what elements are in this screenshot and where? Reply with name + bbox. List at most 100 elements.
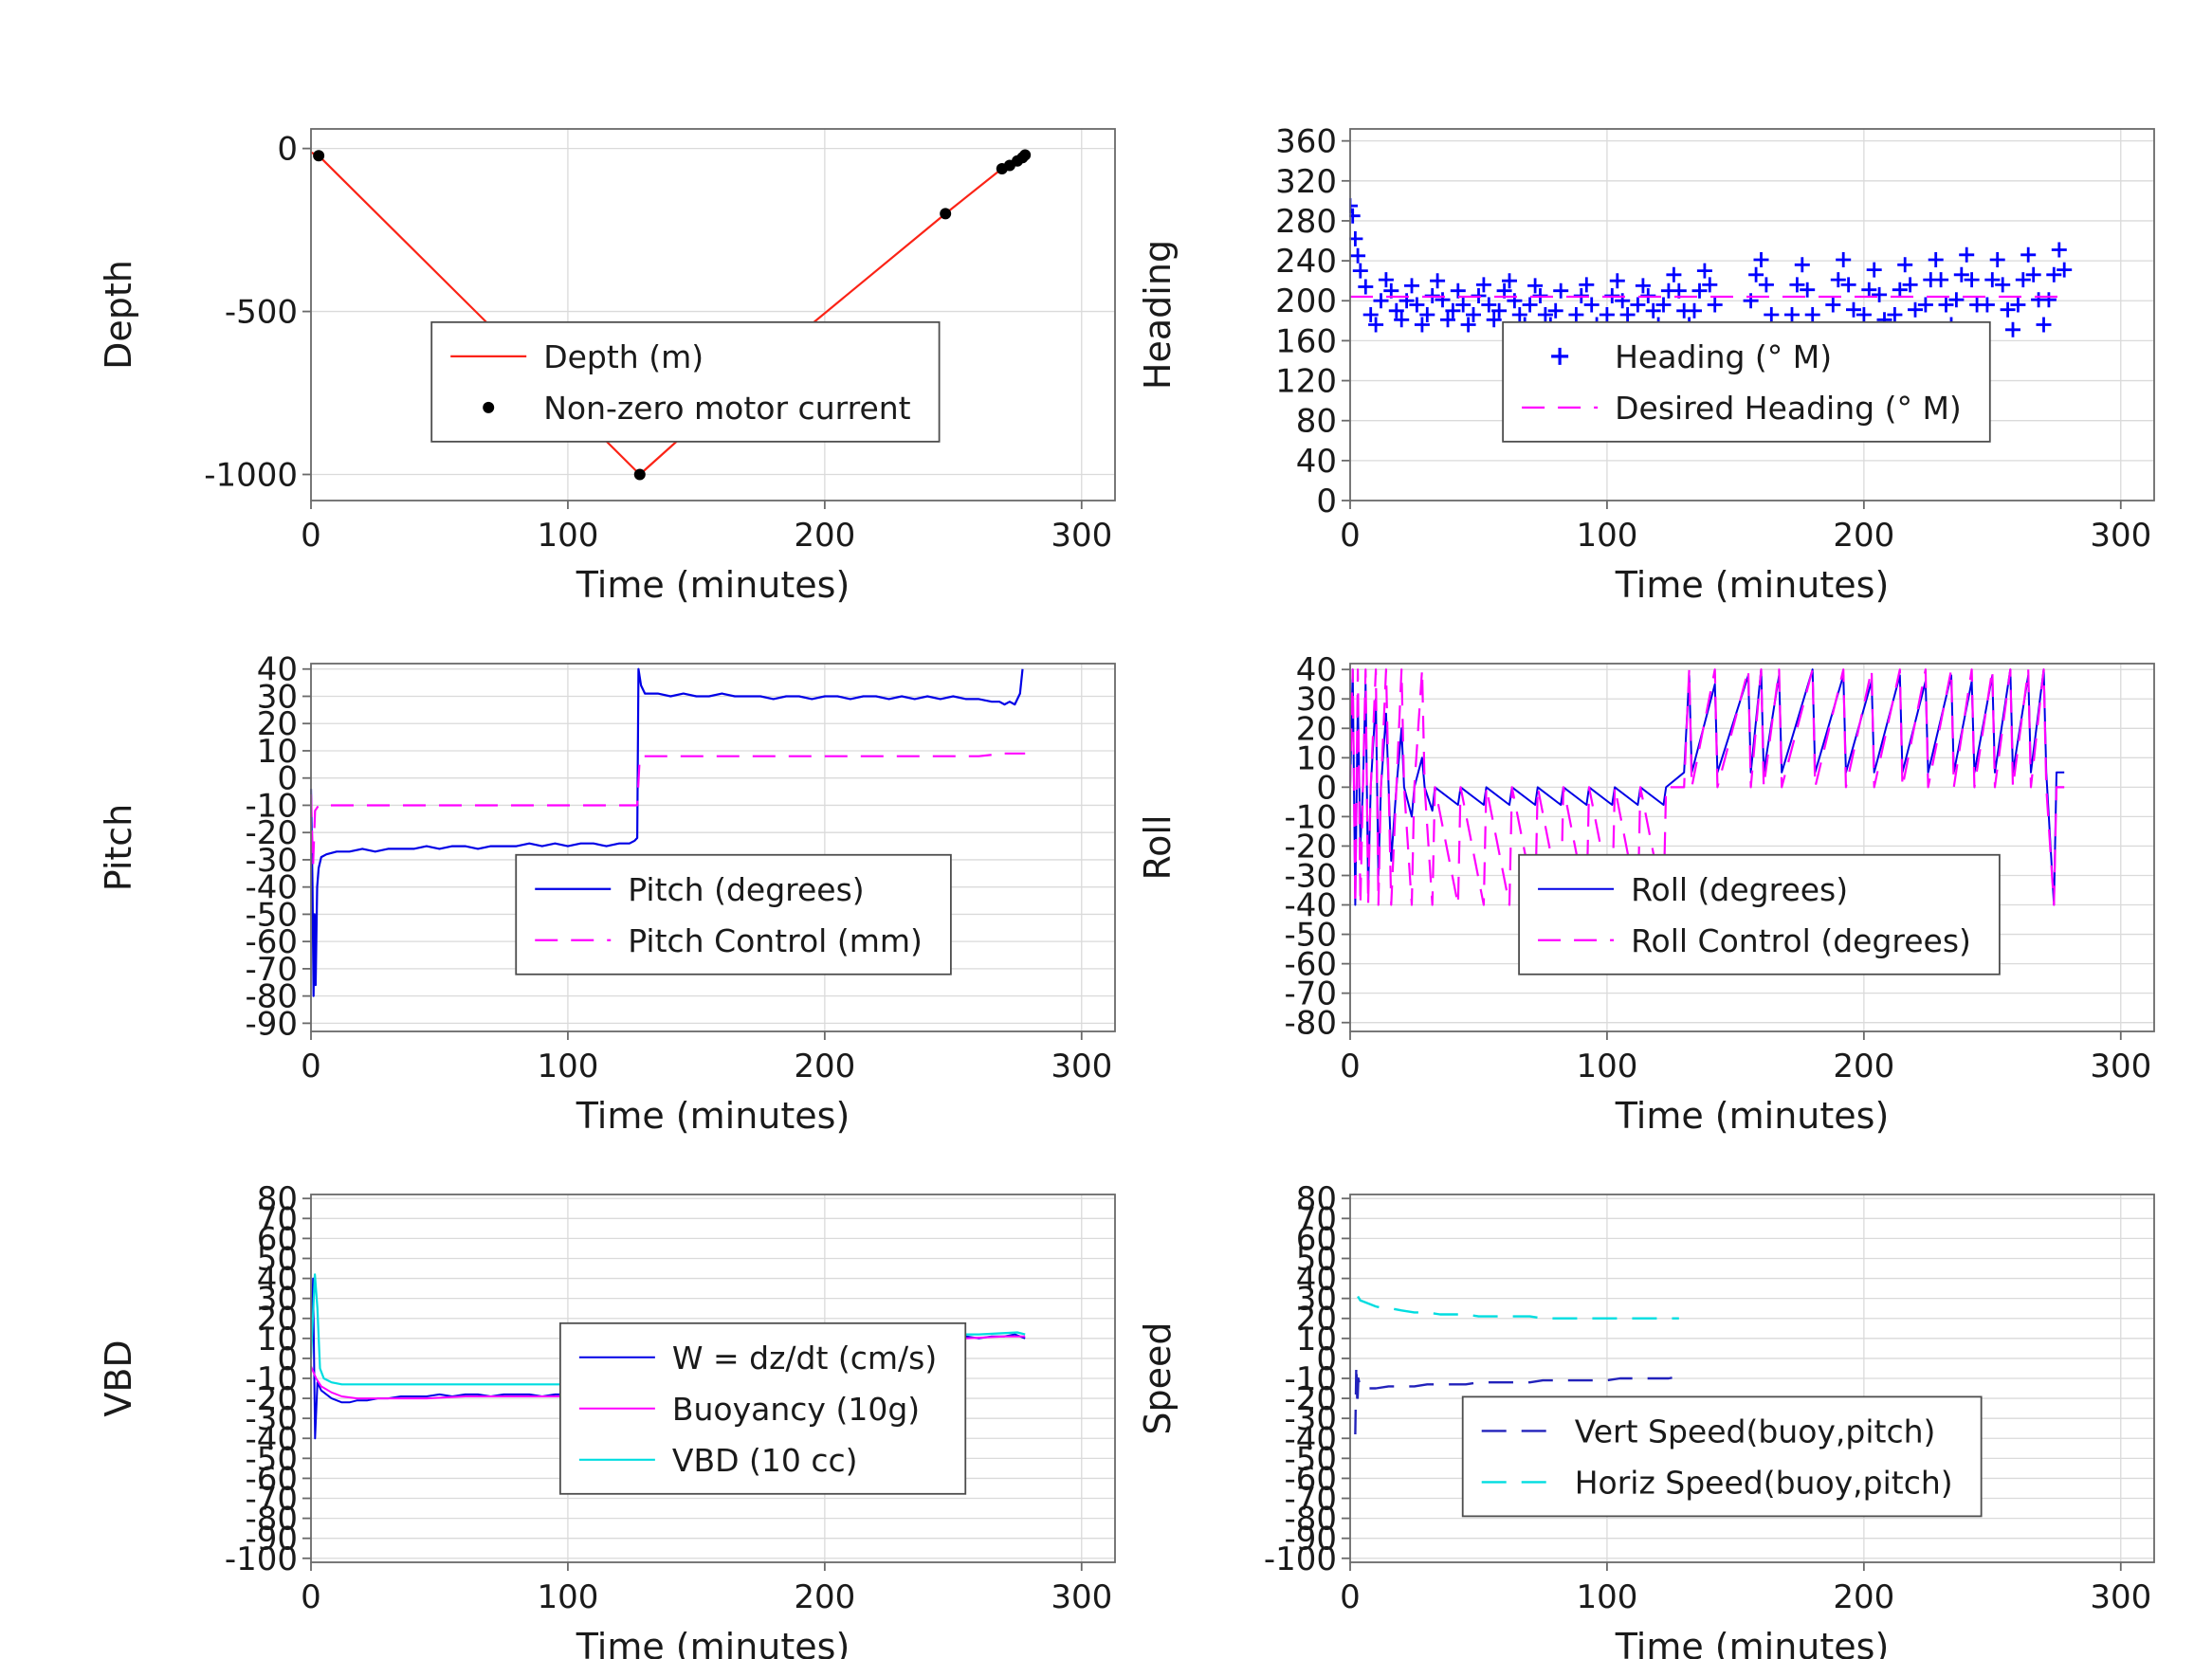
depth-axes-frame [310,128,1116,501]
tick-label-x: 300 [2090,1048,2151,1085]
tick-label-y: -10 [1284,798,1337,836]
tick-label-y: -60 [245,1460,298,1498]
tick-label-y: -70 [245,951,298,989]
tick-label-x: 0 [301,1048,321,1085]
tick-label-x: 100 [537,517,598,555]
tick-label-y: 60 [1296,1220,1337,1258]
depth-xlabel: Time (minutes) [576,564,850,606]
tick-label-y: -40 [245,1420,298,1458]
series-horiz-speed-buoy-pitch [1357,1295,1679,1320]
legend-label-depth-m: Depth (m) [543,338,704,375]
speed-ylabel: Speed [1137,1322,1179,1434]
tick-label-y: -100 [225,1540,298,1578]
tick-label-y: 30 [257,1281,298,1319]
tick-label-x: 100 [1576,1578,1637,1616]
tick-label-x: 200 [794,1578,855,1616]
tick-label-y: -80 [245,978,298,1016]
tick-label-x: 200 [1833,1578,1894,1616]
tick-label-y: -80 [1284,1501,1337,1539]
tick-label-y: 80 [1296,1180,1337,1218]
tick-label-y: 20 [257,1301,298,1339]
tick-label-x: 100 [1576,1048,1637,1085]
series-vert-speed-buoy-pitch [1354,1363,1680,1435]
vbd-subplot: 0 100 200 30080706050403020100-10-20-30-40-… [98,1180,1116,1659]
tick-label-y: 50 [1296,1240,1337,1278]
tick-label-y: 40 [1296,1261,1337,1299]
tick-label-y: 30 [257,678,298,716]
tick-label-x: 0 [301,1578,321,1616]
pitch-legend [515,853,952,975]
tick-label-y: 70 [1296,1200,1337,1238]
tick-label-y: 40 [1296,443,1337,481]
tick-label-x: 0 [1340,1048,1361,1085]
tick-label-y: -50 [245,1440,298,1478]
tick-label-y: 360 [1275,123,1337,161]
legend-label-non-zero-motor-current: Non-zero motor current [543,390,910,427]
tick-label-y: 10 [1296,739,1337,777]
tick-label-y: 30 [1296,1281,1337,1319]
legend-label-heading-m: Heading (° M) [1615,338,1832,375]
tick-label-x: 200 [794,517,855,555]
pitch-axes-frame [310,663,1116,1032]
tick-label-x: 300 [2090,1578,2151,1616]
legend-label-horiz-speed-buoy-pitch: Horiz Speed(buoy,pitch) [1575,1464,1953,1501]
series-roll-control-degrees [1349,668,2065,906]
legend-label-roll-degrees: Roll (degrees) [1631,871,1848,908]
tick-label-y: -30 [1284,857,1337,895]
series-non-zero-motor-current [313,149,1032,481]
tick-label-y: -60 [1284,1460,1337,1498]
tick-label-y: 0 [277,131,298,169]
legend-sample-heading-m [1551,347,1569,365]
tick-label-y: 0 [277,1340,298,1378]
tick-label-x: 0 [1340,1578,1361,1616]
tick-label-x: 100 [1576,517,1637,555]
heading-subplot: 0 100 200 30004080120160200240280320360Time… [1137,123,2155,606]
tick-label-y: -500 [225,294,298,332]
tick-label-y: 40 [257,1261,298,1299]
tick-label-y: -60 [245,923,298,961]
heading-ylabel: Heading [1137,240,1179,390]
legend-label-buoyancy-10g: Buoyancy (10g) [672,1391,920,1428]
tick-label-y: -30 [245,842,298,880]
tick-label-x: 200 [1833,1048,1894,1085]
roll-ylabel: Roll [1137,814,1179,880]
tick-label-y: 50 [257,1240,298,1278]
tick-label-x: 300 [1051,1048,1112,1085]
roll-legend [1518,853,2001,975]
tick-label-y: -70 [245,1481,298,1519]
tick-label-x: 100 [537,1048,598,1085]
tick-label-y: 20 [257,705,298,743]
tick-label-y: 30 [1296,681,1337,719]
tick-label-y: -20 [245,814,298,852]
vbd-ylabel: VBD [98,1340,139,1416]
tick-label-y: -40 [1284,887,1337,925]
tick-label-y: 10 [257,1321,298,1358]
tick-label-y: -90 [1284,1521,1337,1559]
tick-label-y: -60 [1284,946,1337,984]
speed-subplot: 0 100 200 30080706050403020100-10-20-30-40-… [1137,1180,2155,1659]
tick-label-y: 70 [257,1200,298,1238]
tick-label-y: 20 [1296,710,1337,748]
tick-label-y: -30 [245,1400,298,1438]
speed-legend [1461,1395,1983,1518]
tick-label-x: 100 [537,1578,598,1616]
tick-label-y: -20 [1284,1380,1337,1418]
roll-axes-frame [1349,663,2155,1032]
tick-label-y: -10 [1284,1360,1337,1398]
tick-label-y: 40 [257,651,298,689]
heading-legend [1502,320,1991,443]
series-pitch-degrees [310,667,1024,997]
tick-label-y: -100 [1264,1540,1337,1578]
tick-label-y: 20 [1296,1301,1337,1339]
tick-label-y: 10 [257,733,298,771]
tick-label-y: 0 [1316,769,1337,807]
tick-label-x: 0 [1340,517,1361,555]
heading-xlabel: Time (minutes) [1615,564,1890,606]
tick-label-y: -80 [245,1501,298,1539]
tick-label-y: 280 [1275,203,1337,241]
tick-label-y: 320 [1275,163,1337,201]
tick-label-y: -10 [245,787,298,825]
tick-label-y: -90 [245,1005,298,1043]
